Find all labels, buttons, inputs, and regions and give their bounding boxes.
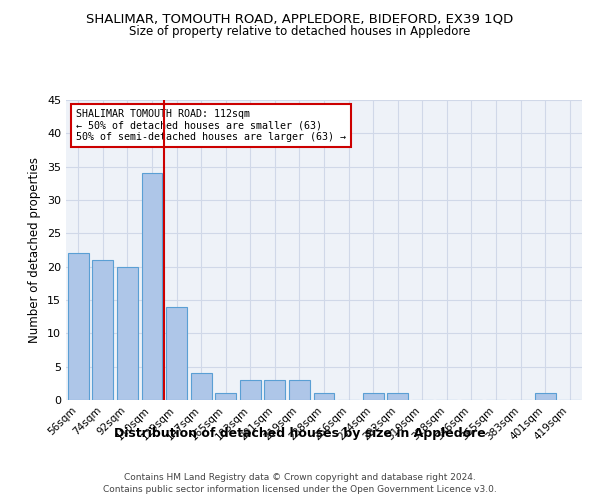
Bar — [68, 254, 89, 400]
Bar — [215, 394, 236, 400]
Bar — [92, 260, 113, 400]
Y-axis label: Number of detached properties: Number of detached properties — [28, 157, 41, 343]
Bar — [265, 380, 286, 400]
Bar — [191, 374, 212, 400]
Text: SHALIMAR TOMOUTH ROAD: 112sqm
← 50% of detached houses are smaller (63)
50% of s: SHALIMAR TOMOUTH ROAD: 112sqm ← 50% of d… — [76, 109, 346, 142]
Text: Contains public sector information licensed under the Open Government Licence v3: Contains public sector information licen… — [103, 485, 497, 494]
Text: Size of property relative to detached houses in Appledore: Size of property relative to detached ho… — [130, 25, 470, 38]
Text: Distribution of detached houses by size in Appledore: Distribution of detached houses by size … — [114, 428, 486, 440]
Bar — [314, 394, 334, 400]
Bar — [289, 380, 310, 400]
Bar — [535, 394, 556, 400]
Text: Contains HM Land Registry data © Crown copyright and database right 2024.: Contains HM Land Registry data © Crown c… — [124, 472, 476, 482]
Text: SHALIMAR, TOMOUTH ROAD, APPLEDORE, BIDEFORD, EX39 1QD: SHALIMAR, TOMOUTH ROAD, APPLEDORE, BIDEF… — [86, 12, 514, 26]
Bar — [240, 380, 261, 400]
Bar — [117, 266, 138, 400]
Bar — [387, 394, 408, 400]
Bar — [142, 174, 163, 400]
Bar — [362, 394, 383, 400]
Bar — [166, 306, 187, 400]
